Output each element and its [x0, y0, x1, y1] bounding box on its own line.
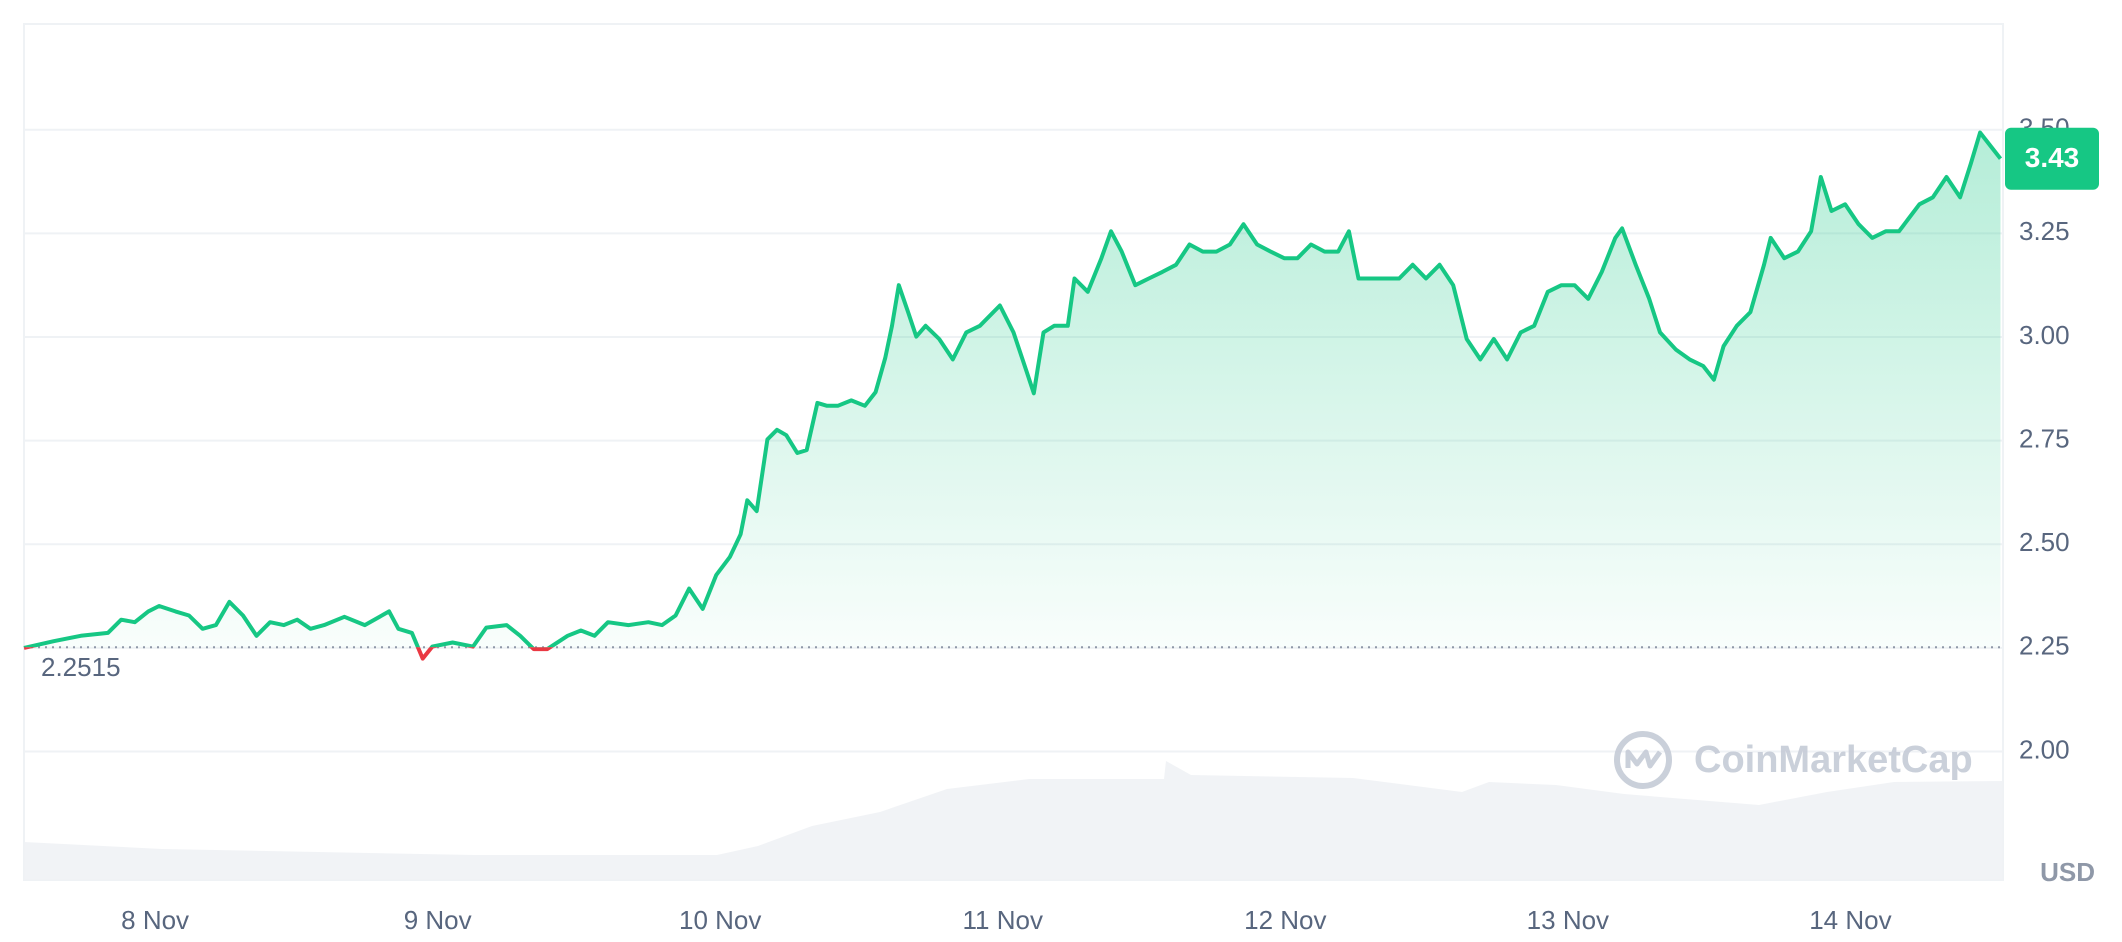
y-tick-label: 2.75 [2019, 423, 2070, 453]
x-tick-label: 14 Nov [1809, 905, 1891, 935]
x-tick-label: 12 Nov [1244, 905, 1326, 935]
baseline-label: 2.2515 [41, 652, 121, 682]
watermark-text: CoinMarketCap [1694, 739, 1973, 781]
x-tick-label: 11 Nov [963, 905, 1043, 935]
baseline-label-bg [34, 653, 134, 684]
y-tick-label: 3.00 [2019, 320, 2070, 350]
series: 2.2515 [23, 130, 2003, 684]
watermark: CoinMarketCap [1614, 731, 1973, 789]
currency-label: USD [2040, 857, 2095, 887]
price-line-down [23, 647, 554, 661]
x-tick-label: 9 Nov [404, 905, 472, 935]
price-area [26, 132, 2001, 648]
y-tick-label: 2.50 [2019, 527, 2070, 557]
x-tick-label: 13 Nov [1527, 905, 1609, 935]
y-tick-label: 3.25 [2019, 216, 2070, 246]
x-tick-label: 10 Nov [679, 905, 761, 935]
last-price-label: 3.43 [2025, 142, 2080, 173]
y-tick-label: 2.25 [2019, 631, 2070, 661]
y-tick-label: 2.00 [2019, 734, 2070, 764]
volume-area [24, 761, 2003, 880]
price-line-up [23, 130, 2003, 648]
last-price-badge [2005, 127, 2099, 190]
x-tick-label: 8 Nov [121, 905, 189, 935]
